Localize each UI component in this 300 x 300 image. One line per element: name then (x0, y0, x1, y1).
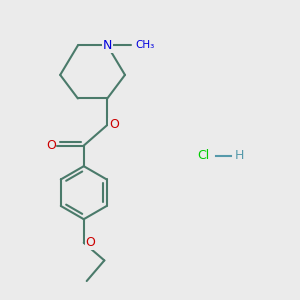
Text: H: H (235, 149, 244, 162)
Text: O: O (46, 139, 56, 152)
Text: O: O (109, 118, 119, 131)
Text: O: O (85, 236, 95, 249)
Text: N: N (103, 39, 112, 52)
Text: Cl: Cl (197, 149, 209, 162)
Text: CH₃: CH₃ (135, 40, 154, 50)
